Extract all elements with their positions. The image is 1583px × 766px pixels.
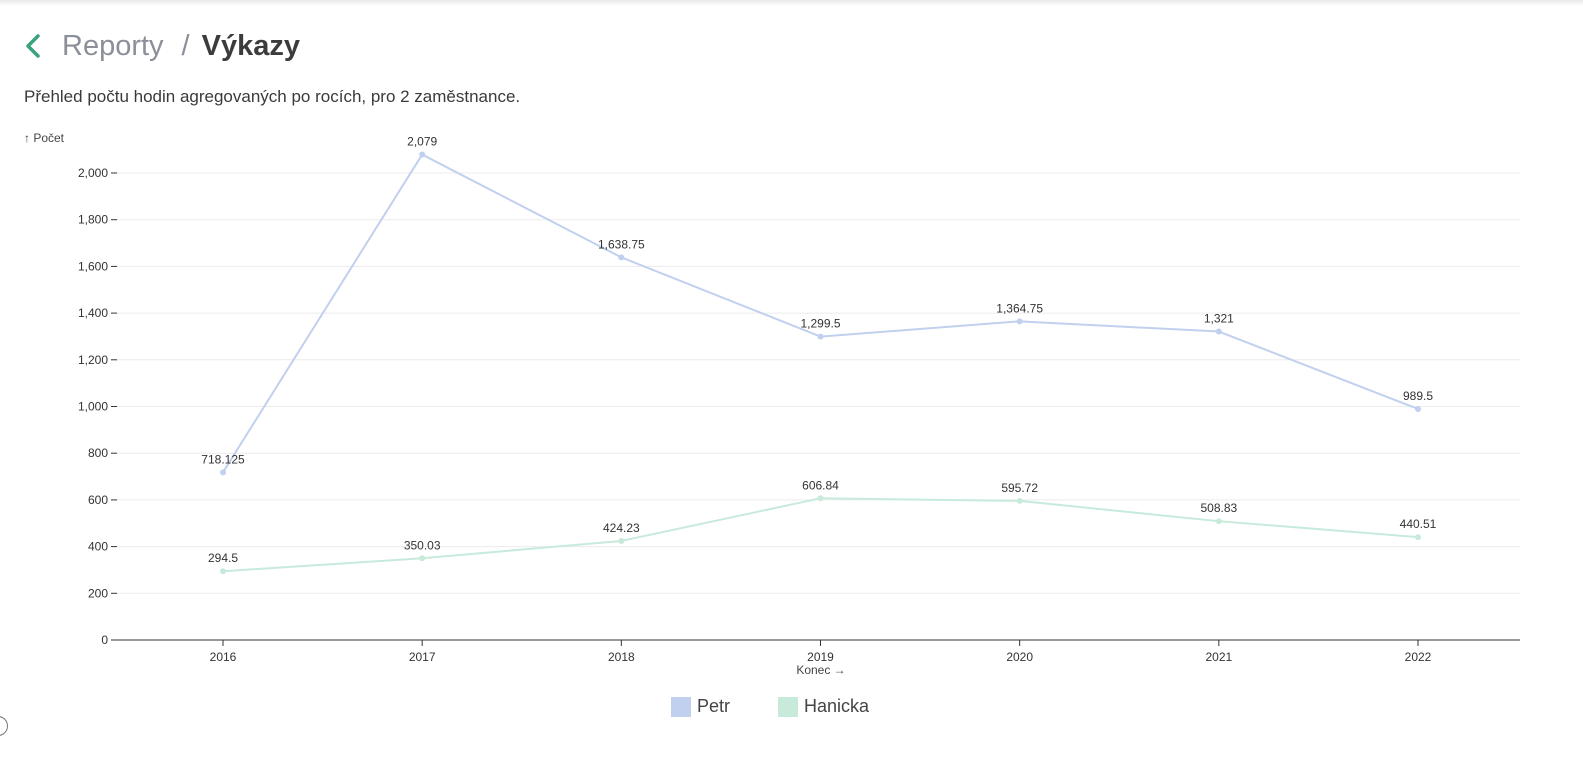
data-point <box>1415 534 1421 541</box>
line-chart: ↑ Počet Konec → 0 200 400 600 800 1,000 1,200 1… <box>24 131 1520 677</box>
legend-item-petr[interactable]: Petr <box>670 696 730 717</box>
data-label: 1,321 <box>1204 312 1234 326</box>
data-label: 1,638.75 <box>598 237 645 251</box>
data-point <box>220 469 226 476</box>
x-tick-label: 2016 <box>210 650 237 664</box>
data-point <box>1415 405 1421 412</box>
y-tick-label: 400 <box>88 540 108 554</box>
y-tick-label: 2,000 <box>78 166 108 180</box>
back-button[interactable] <box>24 26 52 66</box>
x-tick-label: 2018 <box>608 650 635 664</box>
breadcrumb-reporty[interactable]: Reporty <box>62 29 164 62</box>
y-tick-label: 600 <box>88 493 108 507</box>
chart-legend: Petr Hanicka <box>0 696 1540 717</box>
data-point <box>1215 328 1222 335</box>
data-point <box>817 333 824 340</box>
series-group: 718.125 2,079 1,638.75 1,299.5 1,364.75 1,321… <box>201 135 1437 575</box>
x-axis: 2016 2017 2018 2019 2020 2021 2022 <box>117 639 1520 664</box>
data-label: 508.83 <box>1200 501 1237 515</box>
data-label: 2,079 <box>407 135 437 149</box>
data-label: 595.72 <box>1001 481 1038 495</box>
data-label: 350.03 <box>404 538 441 552</box>
top-shadow <box>0 0 1583 6</box>
data-point <box>220 568 226 575</box>
legend-label: Hanicka <box>803 696 870 716</box>
data-point <box>419 151 426 158</box>
legend-swatch <box>777 696 798 717</box>
legend-label: Petr <box>696 696 730 716</box>
series-petr: 718.125 2,079 1,638.75 1,299.5 1,364.75 1,321… <box>201 135 1433 476</box>
y-tick-label: 1,000 <box>78 400 108 414</box>
data-point <box>1215 518 1222 525</box>
y-axis-label: ↑ Počet <box>24 131 65 145</box>
x-tick-label: 2020 <box>1006 650 1033 664</box>
data-point <box>419 555 426 562</box>
data-label: 1,364.75 <box>996 301 1043 315</box>
data-point <box>817 495 824 502</box>
y-tick-label: 1,600 <box>78 259 108 273</box>
x-tick-label: 2017 <box>409 650 436 664</box>
data-label: 440.51 <box>1400 517 1437 531</box>
y-tick-label: 1,400 <box>78 306 108 320</box>
data-label: 1,299.5 <box>800 317 840 331</box>
grid-lines <box>117 172 1520 594</box>
series-hanicka: 294.5 350.03 424.23 606.84 595.72 508.83 440.5… <box>208 478 1437 575</box>
data-label: 718.125 <box>201 452 245 466</box>
data-point <box>1016 318 1023 325</box>
data-point <box>618 254 625 261</box>
y-tick-label: 1,200 <box>78 353 108 367</box>
data-point <box>1016 497 1023 504</box>
y-axis: 0 200 400 600 800 1,000 1,200 1,400 1,600 1,800 2,… <box>78 166 117 647</box>
data-label: 294.5 <box>208 551 238 565</box>
x-tick-label: 2019 <box>807 650 834 664</box>
data-label: 424.23 <box>603 521 640 535</box>
data-point <box>618 537 625 544</box>
breadcrumb-separator: / <box>181 29 190 62</box>
data-label: 606.84 <box>802 478 839 492</box>
chart-description: Přehled počtu hodin agregovaných po rocí… <box>24 87 521 106</box>
y-tick-label: 1,800 <box>78 213 108 227</box>
y-tick-label: 800 <box>88 446 108 460</box>
data-label: 989.5 <box>1403 389 1433 403</box>
legend-swatch <box>670 696 691 717</box>
x-tick-label: 2021 <box>1205 650 1232 664</box>
x-tick-label: 2022 <box>1405 650 1432 664</box>
page-header: Reporty / Výkazy <box>24 24 300 68</box>
series-line <box>222 497 1419 573</box>
y-tick-label: 200 <box>88 586 108 600</box>
chevron-left-icon <box>26 34 40 58</box>
y-tick-label: 0 <box>101 633 108 647</box>
x-axis-label: Konec → <box>796 663 845 677</box>
page-title: Výkazy <box>201 29 300 62</box>
legend-item-hanicka[interactable]: Hanicka <box>777 696 870 717</box>
help-icon[interactable] <box>0 716 8 736</box>
